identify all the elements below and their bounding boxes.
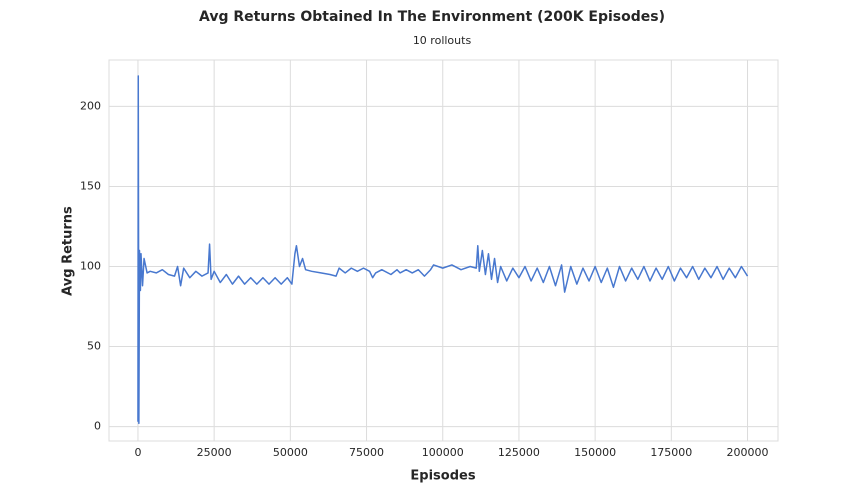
- y-tick-label: 100: [80, 260, 101, 273]
- x-tick-label: 150000: [574, 446, 616, 459]
- data-line: [137, 75, 749, 425]
- y-axis-label: Avg Returns: [61, 206, 76, 296]
- y-tick-label: 0: [94, 420, 101, 433]
- x-axis-label: Episodes: [410, 469, 475, 484]
- plot-frame: [108, 59, 779, 442]
- chart-subtitle: 10 rollouts: [413, 34, 472, 47]
- y-tick-label: 200: [80, 99, 101, 112]
- x-tick-label: 175000: [650, 446, 692, 459]
- y-tick-label: 150: [80, 179, 101, 192]
- x-tick-label: 50000: [273, 446, 308, 459]
- x-tick-label: 100000: [422, 446, 464, 459]
- x-tick-label: 200000: [727, 446, 769, 459]
- x-tick-label: 0: [134, 446, 141, 459]
- x-tick-label: 25000: [197, 446, 232, 459]
- x-tick-label: 75000: [349, 446, 384, 459]
- y-tick-label: 50: [87, 340, 101, 353]
- chart-title: Avg Returns Obtained In The Environment …: [199, 9, 665, 25]
- x-tick-label: 125000: [498, 446, 540, 459]
